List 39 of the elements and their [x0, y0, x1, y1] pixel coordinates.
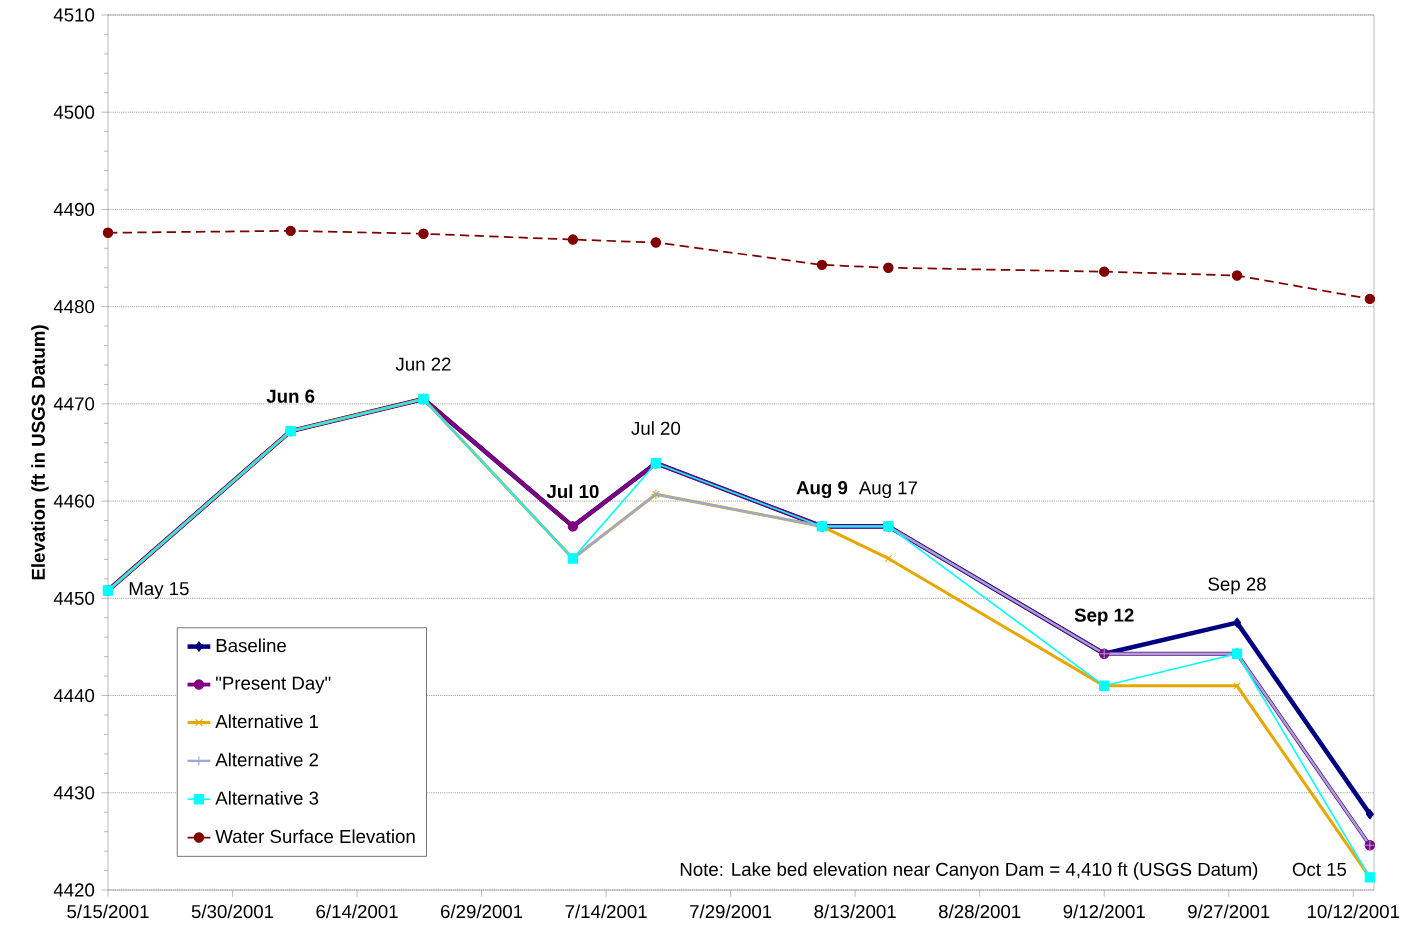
annotation: Jul 10 — [546, 484, 599, 499]
x-tick-label: 8/13/2001 — [814, 904, 896, 919]
x-tick-label: 6/29/2001 — [441, 904, 523, 919]
annotation: Jun 6 — [266, 389, 315, 403]
annotation: Note: Lake bed elevation near Canyon Dam = 4,410 ft (USGS Datum) — [680, 862, 1258, 880]
y-tick-label: 4420 — [53, 883, 95, 897]
legend-label: Water Surface Elevation — [215, 829, 415, 844]
y-tick-label: 4440 — [53, 688, 95, 703]
x-tick-label: 9/12/2001 — [1063, 904, 1145, 919]
annotation: Jun 22 — [395, 357, 451, 371]
y-tick-label: 4480 — [53, 300, 95, 314]
annotation: Sep 12 — [1074, 608, 1134, 626]
x-tick-label: 6/14/2001 — [316, 904, 398, 919]
legend-label: Alternative 1 — [215, 714, 319, 729]
x-tick-label: 9/27/2001 — [1188, 904, 1270, 919]
y-tick-label: 4460 — [53, 494, 95, 508]
y-tick-label: 4490 — [53, 202, 95, 217]
x-tick-label: 10/12/2001 — [1307, 904, 1400, 919]
y-tick-label: 4500 — [53, 105, 95, 119]
annotation: Sep 28 — [1208, 577, 1266, 595]
x-tick-label: 7/14/2001 — [565, 904, 647, 919]
annotation: Aug 9 — [796, 481, 848, 499]
annotation: May 15 — [129, 582, 189, 599]
legend-label: Alternative 3 — [215, 791, 319, 805]
legend-label: Baseline — [216, 638, 286, 653]
x-tick-label: 8/28/2001 — [938, 904, 1021, 919]
annotation: Jul 20 — [631, 421, 681, 435]
annotation: Aug 17 — [858, 481, 917, 499]
y-tick-label: 4430 — [53, 786, 95, 800]
annotation: Oct 15 — [1292, 862, 1347, 876]
x-tick-label: 5/15/2001 — [67, 904, 149, 919]
x-tick-label: 5/30/2001 — [191, 904, 274, 919]
legend-label: Alternative 2 — [215, 752, 319, 767]
y-axis-title: Elevation (ft in USGS Datum) — [31, 325, 49, 580]
y-tick-label: 4470 — [53, 397, 95, 411]
y-tick-label: 4450 — [53, 591, 95, 605]
legend-label: "Present Day" — [216, 676, 331, 694]
y-tick-label: 4510 — [53, 8, 95, 22]
x-tick-label: 7/29/2001 — [690, 904, 772, 919]
